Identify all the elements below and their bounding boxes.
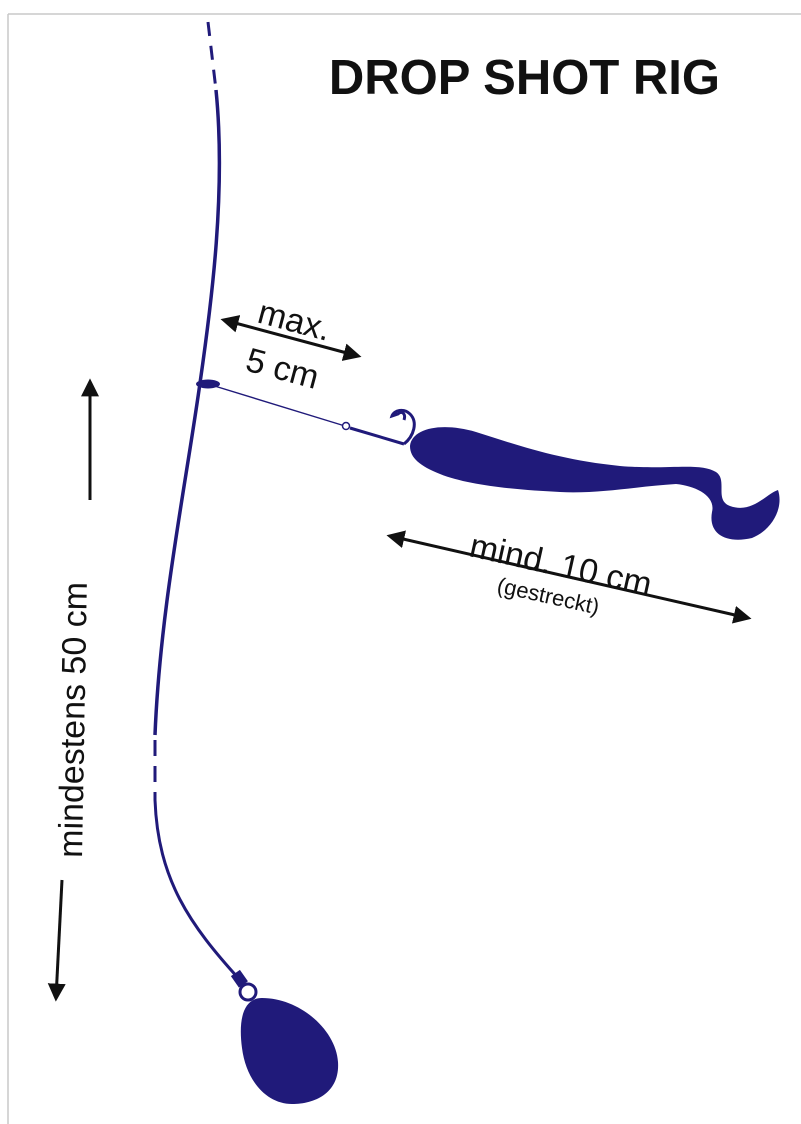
hook-leader: [207, 383, 346, 427]
sinker-weight: [240, 998, 339, 1104]
leader-distance-arrow: [220, 315, 362, 361]
swivel: [230, 969, 248, 988]
weight-distance-arrow-lower: [47, 879, 66, 1002]
soft-bait-worm: [410, 427, 780, 540]
hook-icon: [389, 408, 416, 446]
main-line-top-dashed: [206, 21, 218, 91]
main-line: [153, 89, 222, 736]
diagram-title: DROP SHOT RIG: [329, 51, 720, 105]
leader-bead: [341, 421, 351, 431]
weight-ring: [238, 982, 258, 1002]
weight-distance-label: mindestens 50 cm: [52, 582, 95, 859]
hook-shank: [349, 426, 405, 446]
main-line-lower: [153, 799, 242, 982]
leader-distance-label-line1: max.: [254, 293, 335, 349]
bait-length-arrow: [386, 530, 752, 624]
leader-distance-label-line2: 5 cm: [242, 341, 323, 397]
